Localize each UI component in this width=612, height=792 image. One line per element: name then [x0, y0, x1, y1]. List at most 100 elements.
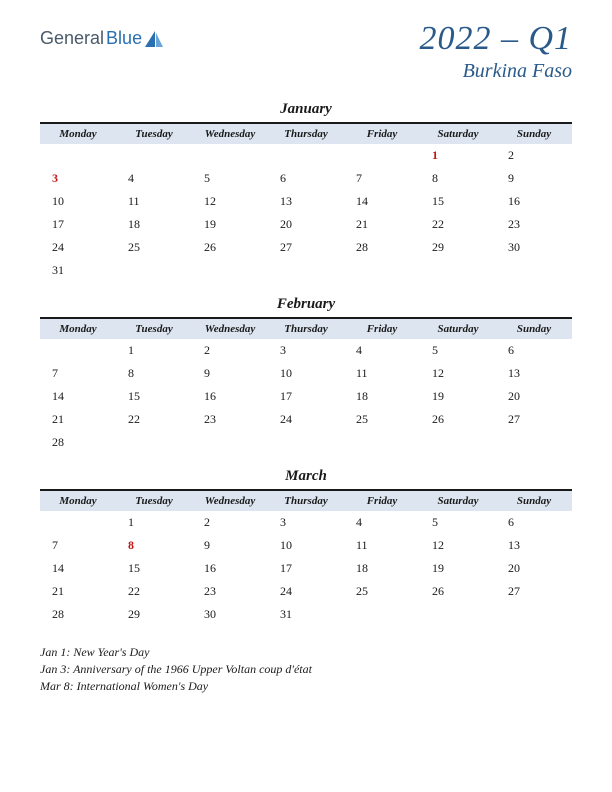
day-header: Monday: [40, 318, 116, 339]
calendar-cell: 9: [496, 167, 572, 190]
calendar-cell: 27: [268, 236, 344, 259]
calendar-cell: [192, 259, 268, 282]
calendar-cell: 19: [192, 213, 268, 236]
calendar-cell: 23: [192, 580, 268, 603]
calendar-cell: [420, 259, 496, 282]
holiday-notes: Jan 1: New Year's DayJan 3: Anniversary …: [40, 644, 360, 694]
calendar-cell: 5: [192, 167, 268, 190]
calendar-cell: 10: [268, 362, 344, 385]
calendar-row: 14151617181920: [40, 557, 572, 580]
calendar-cell: [344, 259, 420, 282]
calendar-cell: [268, 431, 344, 454]
calendar-table: MondayTuesdayWednesdayThursdayFridaySatu…: [40, 489, 572, 626]
calendar-cell: [40, 144, 116, 167]
calendar-cell: 24: [40, 236, 116, 259]
day-header: Sunday: [496, 490, 572, 511]
calendar-cell: 12: [192, 190, 268, 213]
calendar-row: 21222324252627: [40, 580, 572, 603]
calendar-cell: 3: [268, 511, 344, 534]
calendar-cell: 16: [192, 385, 268, 408]
calendar-cell: [116, 431, 192, 454]
logo-text-general: General: [40, 28, 104, 49]
day-header: Thursday: [268, 318, 344, 339]
day-header: Tuesday: [116, 123, 192, 144]
calendar-cell: 25: [116, 236, 192, 259]
calendar-cell: [116, 144, 192, 167]
calendar-cell: [40, 511, 116, 534]
logo-text-blue: Blue: [106, 28, 142, 49]
month-block: FebruaryMondayTuesdayWednesdayThursdayFr…: [40, 296, 572, 454]
calendar-row: 24252627282930: [40, 236, 572, 259]
calendar-cell: 26: [420, 408, 496, 431]
month-block: MarchMondayTuesdayWednesdayThursdayFrida…: [40, 468, 572, 626]
calendar-cell: 1: [116, 511, 192, 534]
calendar-cell: 5: [420, 511, 496, 534]
day-header: Saturday: [420, 318, 496, 339]
header: General Blue 2022 – Q1 Burkina Faso: [40, 20, 572, 83]
calendar-cell: 26: [420, 580, 496, 603]
calendar-cell: 28: [40, 431, 116, 454]
calendar-cell: 21: [40, 408, 116, 431]
calendar-table: MondayTuesdayWednesdayThursdayFridaySatu…: [40, 122, 572, 282]
month-block: January MondayTuesdayWednesdayThursdayFri…: [40, 101, 572, 282]
calendar-cell: 2: [192, 511, 268, 534]
day-header: Thursday: [268, 123, 344, 144]
calendar-cell: 5: [420, 339, 496, 362]
calendar-cell: 15: [420, 190, 496, 213]
calendar-cell: 16: [496, 190, 572, 213]
calendar-cell: 30: [496, 236, 572, 259]
calendar-cell: 31: [40, 259, 116, 282]
calendar-cell: 12: [420, 362, 496, 385]
day-header: Saturday: [420, 490, 496, 511]
day-header: Friday: [344, 318, 420, 339]
calendar-cell: 9: [192, 534, 268, 557]
calendar-cell: 11: [344, 534, 420, 557]
month-name: January: [40, 101, 572, 118]
calendar-cell: 23: [192, 408, 268, 431]
calendar-cell: [344, 431, 420, 454]
calendar-container: JanuaryMondayTuesdayWednesdayThursdayFri…: [40, 101, 572, 626]
calendar-cell: 28: [40, 603, 116, 626]
calendar-cell: 3: [268, 339, 344, 362]
quarter-title: 2022 – Q1: [419, 20, 572, 58]
calendar-row: 78910111213: [40, 362, 572, 385]
country-name: Burkina Faso: [419, 60, 572, 83]
calendar-cell: 3: [40, 167, 116, 190]
calendar-cell: 22: [420, 213, 496, 236]
day-header: Wednesday: [192, 490, 268, 511]
calendar-cell: 26: [192, 236, 268, 259]
calendar-row: 3456789: [40, 167, 572, 190]
calendar-cell: 14: [40, 385, 116, 408]
calendar-cell: [40, 339, 116, 362]
day-header: Sunday: [496, 318, 572, 339]
calendar-cell: 20: [496, 385, 572, 408]
calendar-row: 123456: [40, 511, 572, 534]
calendar-cell: 1: [420, 144, 496, 167]
calendar-cell: 13: [496, 534, 572, 557]
calendar-row: 12: [40, 144, 572, 167]
calendar-cell: 16: [192, 557, 268, 580]
calendar-cell: 8: [420, 167, 496, 190]
calendar-cell: [496, 603, 572, 626]
calendar-cell: 6: [268, 167, 344, 190]
calendar-cell: [192, 431, 268, 454]
holiday-note: Jan 1: New Year's Day: [40, 644, 360, 661]
calendar-row: 28293031: [40, 603, 572, 626]
calendar-cell: 21: [40, 580, 116, 603]
calendar-cell: 31: [268, 603, 344, 626]
calendar-cell: [496, 259, 572, 282]
calendar-cell: 4: [344, 511, 420, 534]
day-header: Thursday: [268, 490, 344, 511]
calendar-cell: 9: [192, 362, 268, 385]
calendar-cell: 24: [268, 580, 344, 603]
calendar-row: 17181920212223: [40, 213, 572, 236]
calendar-cell: 17: [268, 557, 344, 580]
calendar-cell: 23: [496, 213, 572, 236]
calendar-cell: 1: [116, 339, 192, 362]
calendar-cell: 24: [268, 408, 344, 431]
calendar-cell: 19: [420, 385, 496, 408]
calendar-cell: 7: [40, 534, 116, 557]
calendar-cell: 18: [344, 557, 420, 580]
day-header: Wednesday: [192, 123, 268, 144]
day-header: Monday: [40, 123, 116, 144]
